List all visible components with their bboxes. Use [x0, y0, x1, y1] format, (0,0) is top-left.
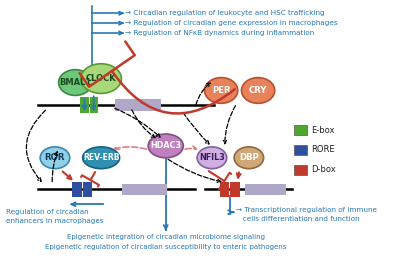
Text: D-box: D-box: [311, 165, 336, 174]
Text: CRY: CRY: [249, 86, 267, 95]
Ellipse shape: [204, 78, 238, 103]
Text: ROR: ROR: [45, 153, 65, 162]
Bar: [90, 97, 98, 113]
Bar: [230, 182, 240, 197]
Text: enhancers in macrophages: enhancers in macrophages: [6, 218, 104, 224]
Bar: [294, 125, 307, 135]
Bar: [294, 165, 307, 175]
Ellipse shape: [234, 147, 264, 169]
FancyArrowPatch shape: [26, 110, 46, 181]
Ellipse shape: [59, 70, 92, 95]
Bar: [220, 182, 230, 197]
Ellipse shape: [148, 134, 183, 158]
FancyArrowPatch shape: [115, 146, 146, 150]
Ellipse shape: [83, 147, 120, 169]
Bar: [115, 99, 161, 111]
Text: E-box: E-box: [311, 125, 334, 135]
Text: → Regulation of NFκB dynamics during inflammation: → Regulation of NFκB dynamics during inf…: [125, 30, 314, 36]
Ellipse shape: [40, 147, 70, 169]
FancyArrowPatch shape: [80, 41, 235, 114]
Text: → Circadian regulation of leukocyte and HSC trafficking: → Circadian regulation of leukocyte and …: [125, 10, 325, 16]
Text: RORE: RORE: [311, 145, 334, 154]
Text: HDAC3: HDAC3: [150, 141, 181, 150]
Bar: [80, 97, 89, 113]
Text: Regulation of circadian: Regulation of circadian: [6, 209, 89, 215]
Text: BMAL1: BMAL1: [59, 78, 91, 87]
Bar: [122, 183, 167, 195]
Bar: [245, 183, 286, 195]
Text: → Transcriptional regulation of immune: → Transcriptional regulation of immune: [236, 207, 377, 213]
Text: Epigenetic integration of circadian microbiome signaling: Epigenetic integration of circadian micr…: [67, 234, 265, 240]
FancyArrowPatch shape: [183, 112, 209, 144]
Ellipse shape: [81, 64, 122, 93]
Bar: [72, 182, 82, 197]
Text: → Regulation of circadian gene expression in macrophages: → Regulation of circadian gene expressio…: [125, 20, 338, 26]
FancyArrowPatch shape: [52, 152, 58, 182]
Text: Epigenetic regulation of circadian susceptibility to enteric pathogens: Epigenetic regulation of circadian susce…: [45, 244, 286, 250]
Text: cells differentiation and function: cells differentiation and function: [236, 216, 360, 222]
FancyArrowPatch shape: [196, 83, 210, 105]
Ellipse shape: [242, 78, 275, 103]
FancyArrowPatch shape: [185, 146, 196, 150]
Bar: [83, 182, 92, 197]
FancyArrowPatch shape: [132, 110, 155, 138]
Text: DBP: DBP: [239, 153, 259, 162]
FancyArrowPatch shape: [223, 106, 236, 144]
Ellipse shape: [197, 147, 227, 169]
Text: REV-ERB: REV-ERB: [83, 153, 119, 162]
Bar: [294, 145, 307, 155]
Text: PER: PER: [212, 86, 230, 95]
FancyArrowPatch shape: [115, 108, 160, 137]
Text: CLOCK: CLOCK: [86, 74, 116, 83]
Text: NFIL3: NFIL3: [199, 153, 225, 162]
FancyArrowPatch shape: [168, 159, 221, 183]
